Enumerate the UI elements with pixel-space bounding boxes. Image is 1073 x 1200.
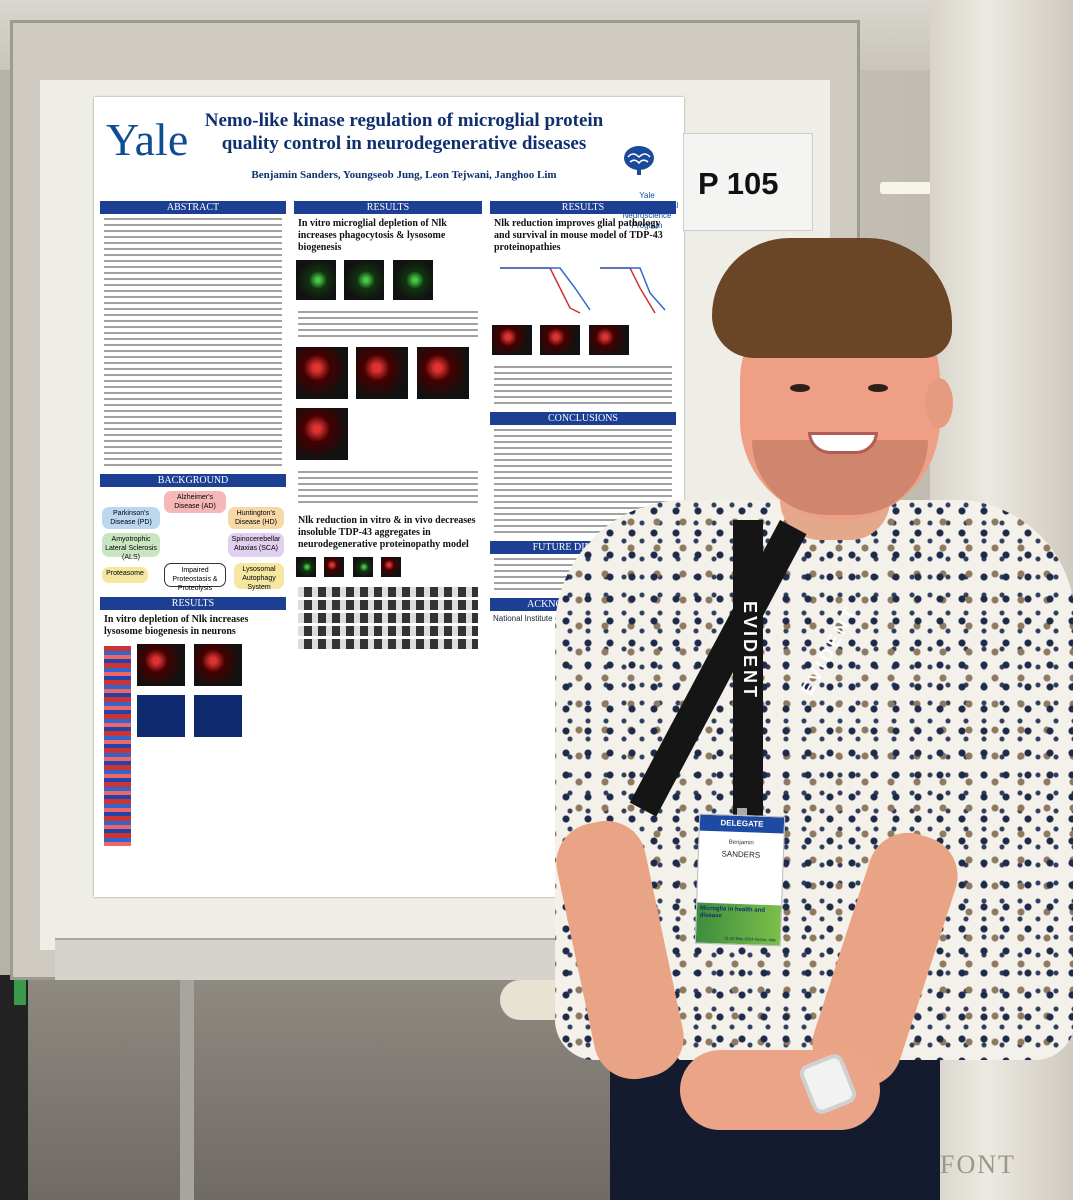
micrograph [296,557,316,577]
micrograph [492,325,532,355]
micrograph [540,325,581,355]
results-header-1: RESULTS [100,597,286,610]
poster-column-2: RESULTS In vitro microglial depletion of… [294,201,482,652]
badge-first-name: Benjamin [728,839,754,847]
western-blot [298,639,478,649]
diagram-sca: Spinocerebellar Ataxias (SCA) [228,533,284,557]
results-heading-2a: In vitro microglial depletion of Nlk inc… [298,218,447,253]
figure-caption [490,362,676,412]
micrograph [137,644,186,686]
background-diagram: Alzheimer's Disease (AD) Parkinson's Dis… [100,487,286,597]
badge-role: DELEGATE [699,814,785,834]
micrograph [137,695,186,737]
name-badge: DELEGATE Benjamin SANDERS Microglia in h… [694,813,786,947]
diagram-ad: Alzheimer's Disease (AD) [164,491,226,513]
badge-date: 21-24 May 2024 Genoa, Italy [724,935,777,943]
conclusions-header: CONCLUSIONS [490,412,676,425]
survival-curve [500,267,666,314]
western-blot [298,587,478,597]
poster-number-sign: P 105 [683,133,813,231]
micrograph [296,260,336,300]
micrograph [588,325,629,355]
curly-hair [712,238,952,358]
eye [868,384,888,392]
figure-tdp43 [294,555,482,649]
micrograph [193,644,242,686]
brain-icon [624,146,654,175]
poster-column-1: ABSTRACT BACKGROUND Alzheimer's Disease … [100,201,286,850]
micrograph [296,347,348,399]
ear [925,378,953,428]
diagram-hd: Huntington's Disease (HD) [228,507,284,529]
pillar-engraving: FONT [940,1150,1016,1179]
results-heading-1b: In vitro depletion of Nlk increases lyso… [104,614,249,637]
badge-last-name: SANDERS [721,849,761,860]
figure-caption [294,307,482,345]
diagram-proteasome: Proteasome [102,567,148,583]
western-blot [298,613,478,623]
micrograph [356,347,409,399]
figure-bv2 [294,345,482,467]
micrograph [416,347,469,399]
results-heading-3a: Nlk reduction improves glial pathology a… [494,218,663,253]
micrograph [324,557,345,577]
figure-phagocytosis [294,258,482,307]
poster-title: Nemo-like kinase regulation of microglia… [204,110,604,154]
poster-number: P 105 [698,166,779,201]
diagram-lysosomal: Lysosomal Autophagy System [234,563,284,591]
bag [0,975,28,1200]
western-blot [298,626,478,636]
poster-header: Yale Nemo-like kinase regulation of micr… [94,97,684,189]
conclusions-text [490,425,676,541]
results-header-3: RESULTS [490,201,676,214]
abstract-header: ABSTRACT [100,201,286,214]
lanyard-brand: EVIDENT [740,600,761,701]
diagram-impaired-proteostasis: Impaired Proteostasis & Proteolysis [164,563,226,592]
board-leg [180,980,194,1200]
badge-event: Microglia in health and disease [699,905,766,920]
micrograph [381,557,402,577]
yale-logo: Yale [106,114,189,165]
diagram-pd: Parkinson's Disease (PD) [102,507,160,529]
bag-strap [14,975,26,1005]
figure-tissue [490,323,676,362]
background-header: BACKGROUND [100,474,286,487]
diagram-als: Amyotrophic Lateral Sclerosis (ALS) [102,533,160,561]
micrograph [352,557,373,577]
heatmap-figure [104,646,132,846]
ceiling-light [880,182,940,194]
micrograph [344,260,385,300]
micrograph [296,408,348,460]
micrograph [193,695,242,737]
badge-event-banner: Microglia in health and disease 21-24 Ma… [695,902,782,946]
figure-neurons [100,642,286,850]
nih-credit: National Institute on Aging [493,614,586,623]
figure-caption [294,467,482,511]
abstract-text [100,214,286,474]
eye [790,384,810,392]
poster-authors: Benjamin Sanders, Youngseob Jung, Leon T… [251,169,557,181]
western-blot [298,600,478,610]
results-heading-2b: Nlk reduction in vitro & in vivo decreas… [298,515,476,550]
smile [808,432,878,454]
micrograph [392,260,433,300]
results-header-2: RESULTS [294,201,482,214]
